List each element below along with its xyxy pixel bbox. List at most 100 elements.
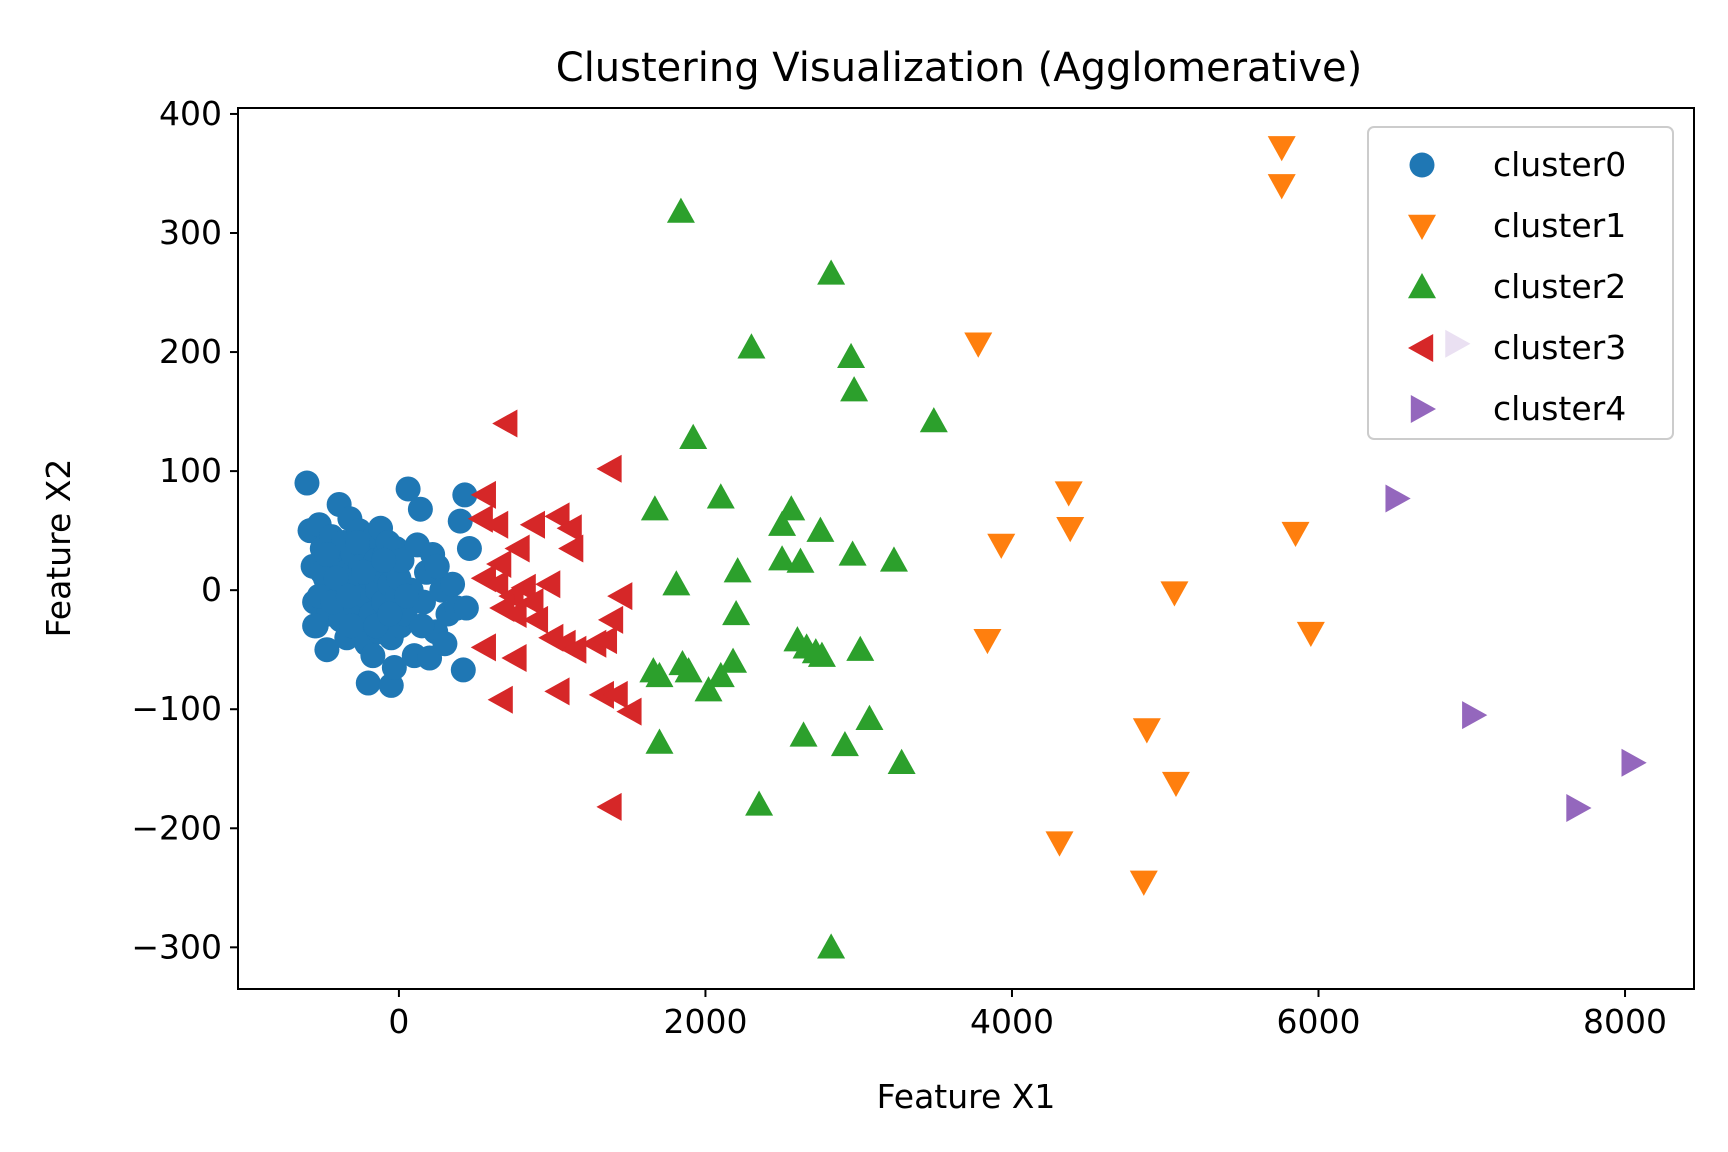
cluster0-point <box>395 476 421 502</box>
legend-label: cluster3 <box>1493 328 1626 367</box>
legend-box <box>1367 126 1674 440</box>
series-cluster2 <box>639 197 948 959</box>
cluster0-point <box>335 583 361 609</box>
legend-items: cluster0 cluster1 cluster2 cluster3 cluster4 <box>1408 145 1626 428</box>
cluster2-point <box>777 495 806 521</box>
cluster3-point <box>470 633 496 662</box>
cluster2-point <box>817 259 846 285</box>
cluster3-point <box>535 570 561 599</box>
legend-marker-cluster3 <box>1408 334 1434 362</box>
legend-label: cluster0 <box>1493 145 1626 184</box>
cluster2-point <box>640 495 669 521</box>
cluster3-point <box>556 514 582 543</box>
cluster3-point <box>487 685 513 714</box>
cluster0-point <box>440 571 466 597</box>
cluster2-point <box>722 599 751 626</box>
chart-title: Clustering Visualization (Agglomerative) <box>556 45 1362 91</box>
cluster3-point <box>544 677 570 706</box>
cluster0-point <box>377 601 403 627</box>
cluster3-point <box>616 697 642 726</box>
cluster2-point <box>789 721 818 747</box>
cluster2-point <box>840 376 869 402</box>
cluster2-point <box>887 748 916 774</box>
cluster1-point <box>973 628 1002 655</box>
cluster2-point <box>645 661 674 688</box>
cluster0-point <box>450 657 476 683</box>
cluster3-point <box>596 454 622 483</box>
cluster2-point <box>855 704 884 730</box>
cluster1-point <box>1281 521 1310 548</box>
cluster0-point <box>389 547 415 573</box>
x-axis-label: Feature X1 <box>877 1077 1056 1116</box>
cluster3-point <box>544 502 570 531</box>
y-tick-label: −200 <box>131 808 222 847</box>
cluster0-point <box>381 655 407 681</box>
cluster0-point <box>456 536 482 561</box>
legend-item-cluster1: cluster1 <box>1408 206 1626 245</box>
cluster4-point <box>1385 484 1411 513</box>
cluster2-point <box>817 933 846 959</box>
y-tick-label: 200 <box>159 332 222 371</box>
x-tick-label: 2000 <box>663 1002 747 1041</box>
cluster3-point <box>501 599 527 628</box>
y-tick-label: 300 <box>159 213 222 252</box>
cluster2-point <box>879 546 908 572</box>
series-cluster3 <box>467 409 642 821</box>
cluster3-point <box>561 635 587 664</box>
cluster0-point <box>447 508 473 534</box>
legend-label: cluster1 <box>1493 206 1626 245</box>
y-tick-label: 100 <box>159 451 222 490</box>
cluster3-point <box>602 680 628 709</box>
plot-frame <box>237 107 1695 990</box>
cluster3-point <box>501 644 527 673</box>
legend-marker-cluster1 <box>1408 214 1436 240</box>
cluster1-point <box>1267 174 1296 200</box>
cluster1-point <box>1296 621 1325 648</box>
cluster0-point <box>360 643 386 669</box>
legend: cluster0 cluster1 cluster2 cluster3 cluster4 <box>1367 126 1674 440</box>
y-axis-ticks: 400 300 200 100 0 −100 −200 −300 <box>131 94 238 966</box>
cluster2-point <box>706 661 735 688</box>
cluster3-point <box>591 626 618 655</box>
cluster0-point <box>345 530 371 556</box>
cluster4-point <box>1621 748 1647 777</box>
cluster3-point <box>504 534 530 563</box>
x-axis-ticks: 0 2000 4000 6000 8000 <box>388 989 1667 1041</box>
cluster1-point <box>964 332 993 358</box>
cluster2-point <box>679 423 708 449</box>
cluster1-point <box>1045 831 1074 857</box>
cluster3-point <box>483 570 509 599</box>
cluster0-point <box>394 583 420 609</box>
y-tick-label: 400 <box>159 94 222 133</box>
cluster3-point <box>470 480 496 509</box>
legend-label: cluster2 <box>1493 267 1626 306</box>
cluster3-point <box>518 588 544 617</box>
cluster2-point <box>719 647 748 673</box>
cluster2-point <box>745 790 774 816</box>
cluster0-point <box>338 613 364 639</box>
cluster2-point <box>723 557 752 583</box>
series-cluster0 <box>294 470 482 698</box>
legend-marker-cluster0 <box>1409 152 1435 178</box>
cluster3-point <box>483 510 509 539</box>
cluster2-point <box>645 728 674 754</box>
cluster2-point <box>666 197 695 223</box>
cluster0-point <box>294 470 320 496</box>
cluster1-point <box>1056 517 1085 543</box>
y-tick-label: −100 <box>131 689 222 728</box>
legend-item-cluster4: cluster4 <box>1410 389 1626 428</box>
cluster0-point <box>355 670 381 696</box>
cluster4-point <box>1462 701 1488 730</box>
cluster0-point <box>407 496 433 522</box>
cluster2-point <box>846 635 875 661</box>
cluster4-point <box>1566 794 1592 823</box>
cluster3-point <box>522 605 549 634</box>
y-tick-label: −300 <box>131 927 222 966</box>
cluster0-point <box>409 613 435 639</box>
cluster1-point <box>1160 581 1189 607</box>
legend-marker-cluster2 <box>1408 273 1436 299</box>
cluster3-point <box>607 582 633 611</box>
cluster2-point <box>786 547 815 573</box>
cluster2-point <box>737 333 766 359</box>
cluster0-point <box>351 559 377 585</box>
